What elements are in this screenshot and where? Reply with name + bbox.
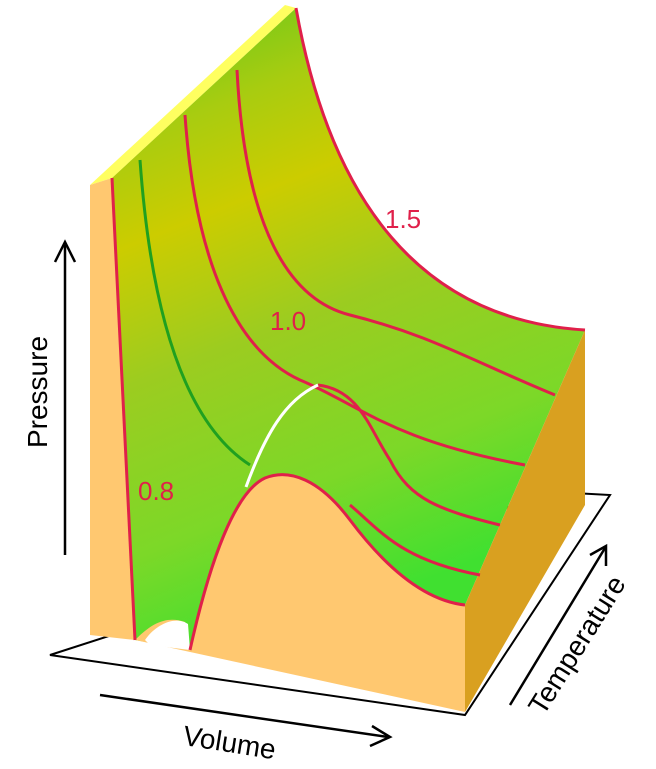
volume-label: Volume [181, 720, 278, 765]
isotherm-label: 1.0 [270, 306, 306, 336]
pvt-diagram: 1.5 1.0 0.8 Pressure Volume Temperature [0, 0, 656, 769]
page: 1.5 1.0 0.8 Pressure Volume Temperature … [0, 0, 656, 769]
pressure-label: Pressure [22, 336, 53, 448]
isotherm-label: 1.5 [385, 204, 421, 234]
isotherm-label: 0.8 [138, 476, 174, 506]
